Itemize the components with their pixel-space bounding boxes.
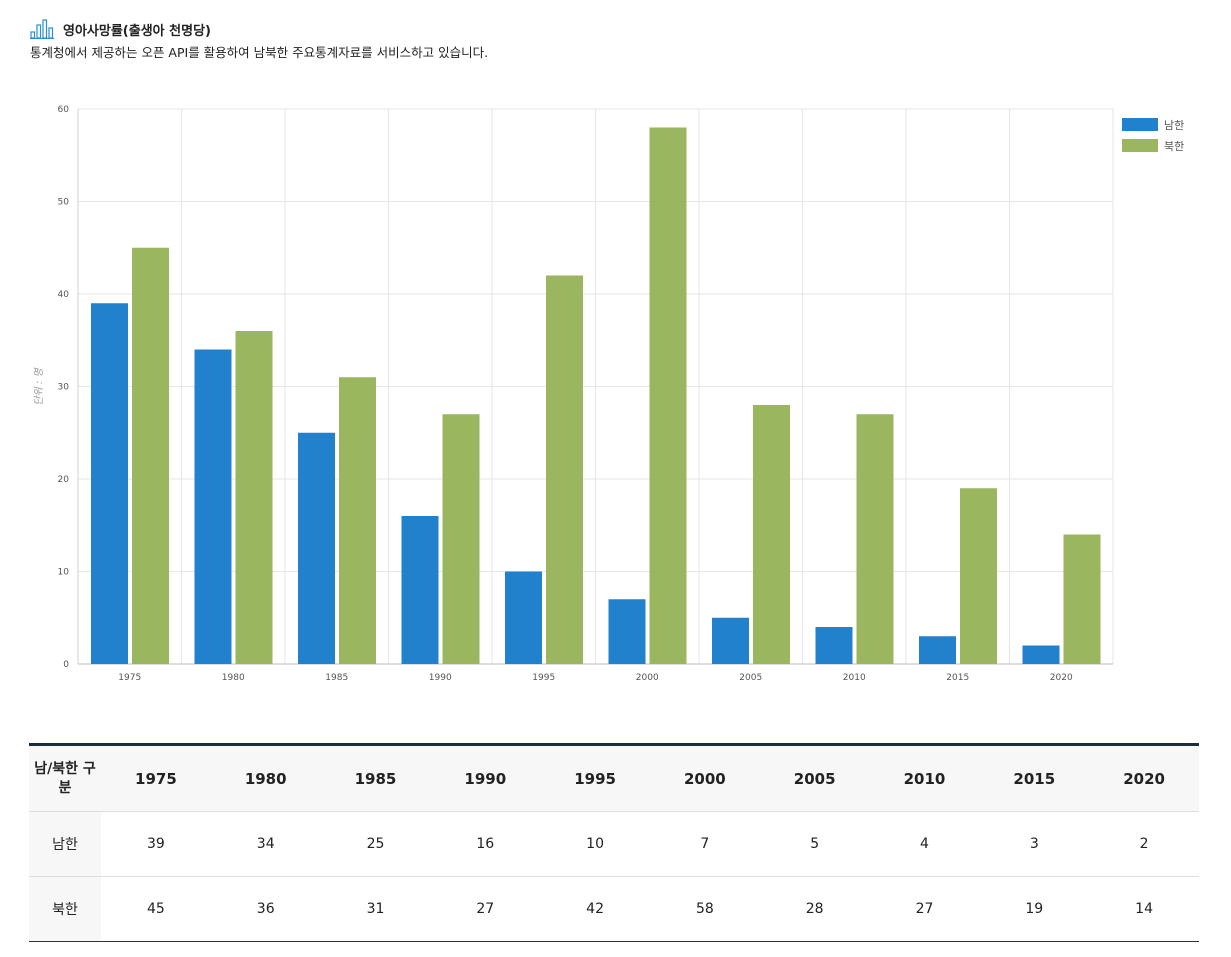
bar-북한-1980 — [235, 331, 273, 664]
table-cell: 25 — [366, 836, 385, 852]
x-tick-label: 2005 — [739, 673, 762, 683]
table-cell: 58 — [649, 876, 760, 942]
bar-남한-1985 — [298, 432, 335, 664]
chart-grid — [77, 108, 1114, 665]
bar-북한-1975 — [132, 247, 169, 664]
table-cell: 42 — [540, 876, 650, 942]
x-tick-label: 1980 — [222, 673, 245, 683]
bar-북한-2015 — [960, 488, 997, 664]
y-tick-label: 60 — [58, 105, 70, 115]
table-year-header: 1990 — [430, 744, 541, 812]
table-year-header: 1980 — [210, 744, 321, 812]
data-table: 남/북한 구분 1975 1980 1985 1990 1995 2000 2005 2010… — [29, 743, 1199, 942]
x-tick-label: 1990 — [429, 673, 452, 683]
bar-북한-2005 — [753, 405, 790, 664]
table-cell: 27 — [869, 876, 980, 942]
page-header: 영아사망률(출생아 천명당) 통계청에서 제공하는 오픈 API를 활용하여 남… — [30, 18, 1210, 61]
bar-남한-2010 — [815, 627, 853, 664]
table-year-header: 1975 — [101, 744, 211, 812]
table-year-header: 2010 — [869, 744, 980, 812]
bar-남한-2005 — [712, 617, 749, 664]
x-tick-label: 1975 — [118, 673, 141, 683]
y-tick-label: 40 — [58, 290, 70, 300]
table-cell: 39 — [146, 836, 165, 852]
table-cell: 36 — [210, 876, 321, 942]
y-axis-ticks: 0 10 20 30 40 50 60 — [58, 105, 70, 670]
bar-북한-1990 — [442, 414, 480, 664]
y-tick-label: 20 — [58, 475, 70, 485]
table-year-header: 1995 — [540, 744, 650, 812]
table-cell: 4 — [920, 836, 929, 852]
table-cell: 31 — [320, 876, 431, 942]
table-year-header: 2000 — [649, 744, 760, 812]
legend-label: 북한 — [1164, 140, 1184, 153]
table-row-label: 북한 — [29, 876, 101, 942]
bar-북한-2000 — [649, 127, 687, 664]
bar-남한-2015 — [919, 636, 956, 664]
y-tick-label: 10 — [58, 568, 70, 578]
legend-swatch — [1122, 118, 1158, 131]
page-title: 영아사망률(출생아 천명당) — [63, 23, 211, 39]
bar-chart: 0 10 20 30 40 50 60 1975 1980 1985 1990 1995 2000 20… — [33, 105, 1184, 683]
y-axis-label: 단위 : 명 — [33, 367, 45, 406]
chart-bars — [91, 127, 1101, 664]
table-year-header: 1985 — [320, 744, 431, 812]
bar-북한-2020 — [1063, 534, 1101, 664]
table-cell: 28 — [759, 876, 870, 942]
bar-chart-icon — [30, 19, 54, 39]
page-subtitle: 통계청에서 제공하는 오픈 API를 활용하여 남북한 주요통계자료를 서비스하… — [30, 45, 489, 60]
table-cell: 34 — [256, 836, 275, 852]
table-cell: 27 — [430, 876, 541, 942]
table-year-header: 2015 — [979, 744, 1090, 812]
x-tick-label: 2010 — [843, 673, 866, 683]
table-row-label: 남한 — [29, 811, 101, 877]
bar-남한-1990 — [401, 516, 439, 664]
table-year-header: 2020 — [1089, 744, 1199, 812]
table-body: 남한 39 34 25 16 10 7 5 4 3 2 북한 45 36 31 27 42 58 28 27 19 14 — [29, 811, 1199, 942]
table-corner-label: 남/북한 구분 — [29, 744, 101, 812]
bar-남한-2020 — [1022, 645, 1060, 664]
table-cell: 14 — [1089, 876, 1199, 942]
x-tick-label: 2000 — [636, 673, 659, 683]
title-row: 영아사망률(출생아 천명당) — [30, 18, 1210, 40]
table-cell: 19 — [979, 876, 1090, 942]
x-tick-label: 2015 — [946, 673, 969, 683]
x-axis-ticks: 1975 1980 1985 1990 1995 2000 2005 2010 2015 2020 — [118, 673, 1073, 683]
table-cell: 2 — [1139, 836, 1149, 852]
bar-남한-1980 — [194, 349, 232, 664]
table-year-header: 2005 — [759, 744, 870, 812]
table-cell: 3 — [1029, 836, 1039, 852]
bar-남한-1975 — [91, 303, 128, 664]
table-cell: 7 — [700, 836, 710, 852]
bar-남한-1995 — [505, 571, 542, 664]
table-row: 남한 39 34 25 16 10 7 5 4 3 2 — [29, 811, 1199, 877]
x-tick-label: 1985 — [325, 673, 348, 683]
y-tick-label: 50 — [58, 198, 70, 208]
legend-swatch — [1122, 139, 1158, 152]
legend-label: 남한 — [1164, 119, 1184, 132]
y-tick-label: 30 — [58, 383, 70, 393]
x-tick-label: 2020 — [1050, 673, 1073, 683]
table-cell: 16 — [476, 836, 495, 852]
table-header-row: 남/북한 구분 1975 1980 1985 1990 1995 2000 2005 2010… — [29, 744, 1199, 812]
y-tick-label: 0 — [63, 660, 69, 670]
table-cell: 45 — [101, 876, 211, 942]
table-cell: 5 — [810, 836, 820, 852]
bar-북한-1995 — [546, 275, 583, 664]
bar-남한-2000 — [608, 599, 646, 664]
table-row: 북한 45 36 31 27 42 58 28 27 19 14 — [29, 876, 1199, 942]
bar-북한-2010 — [856, 414, 894, 664]
bar-북한-1985 — [339, 377, 376, 664]
x-tick-label: 1995 — [532, 673, 555, 683]
table-cell: 10 — [586, 836, 604, 852]
